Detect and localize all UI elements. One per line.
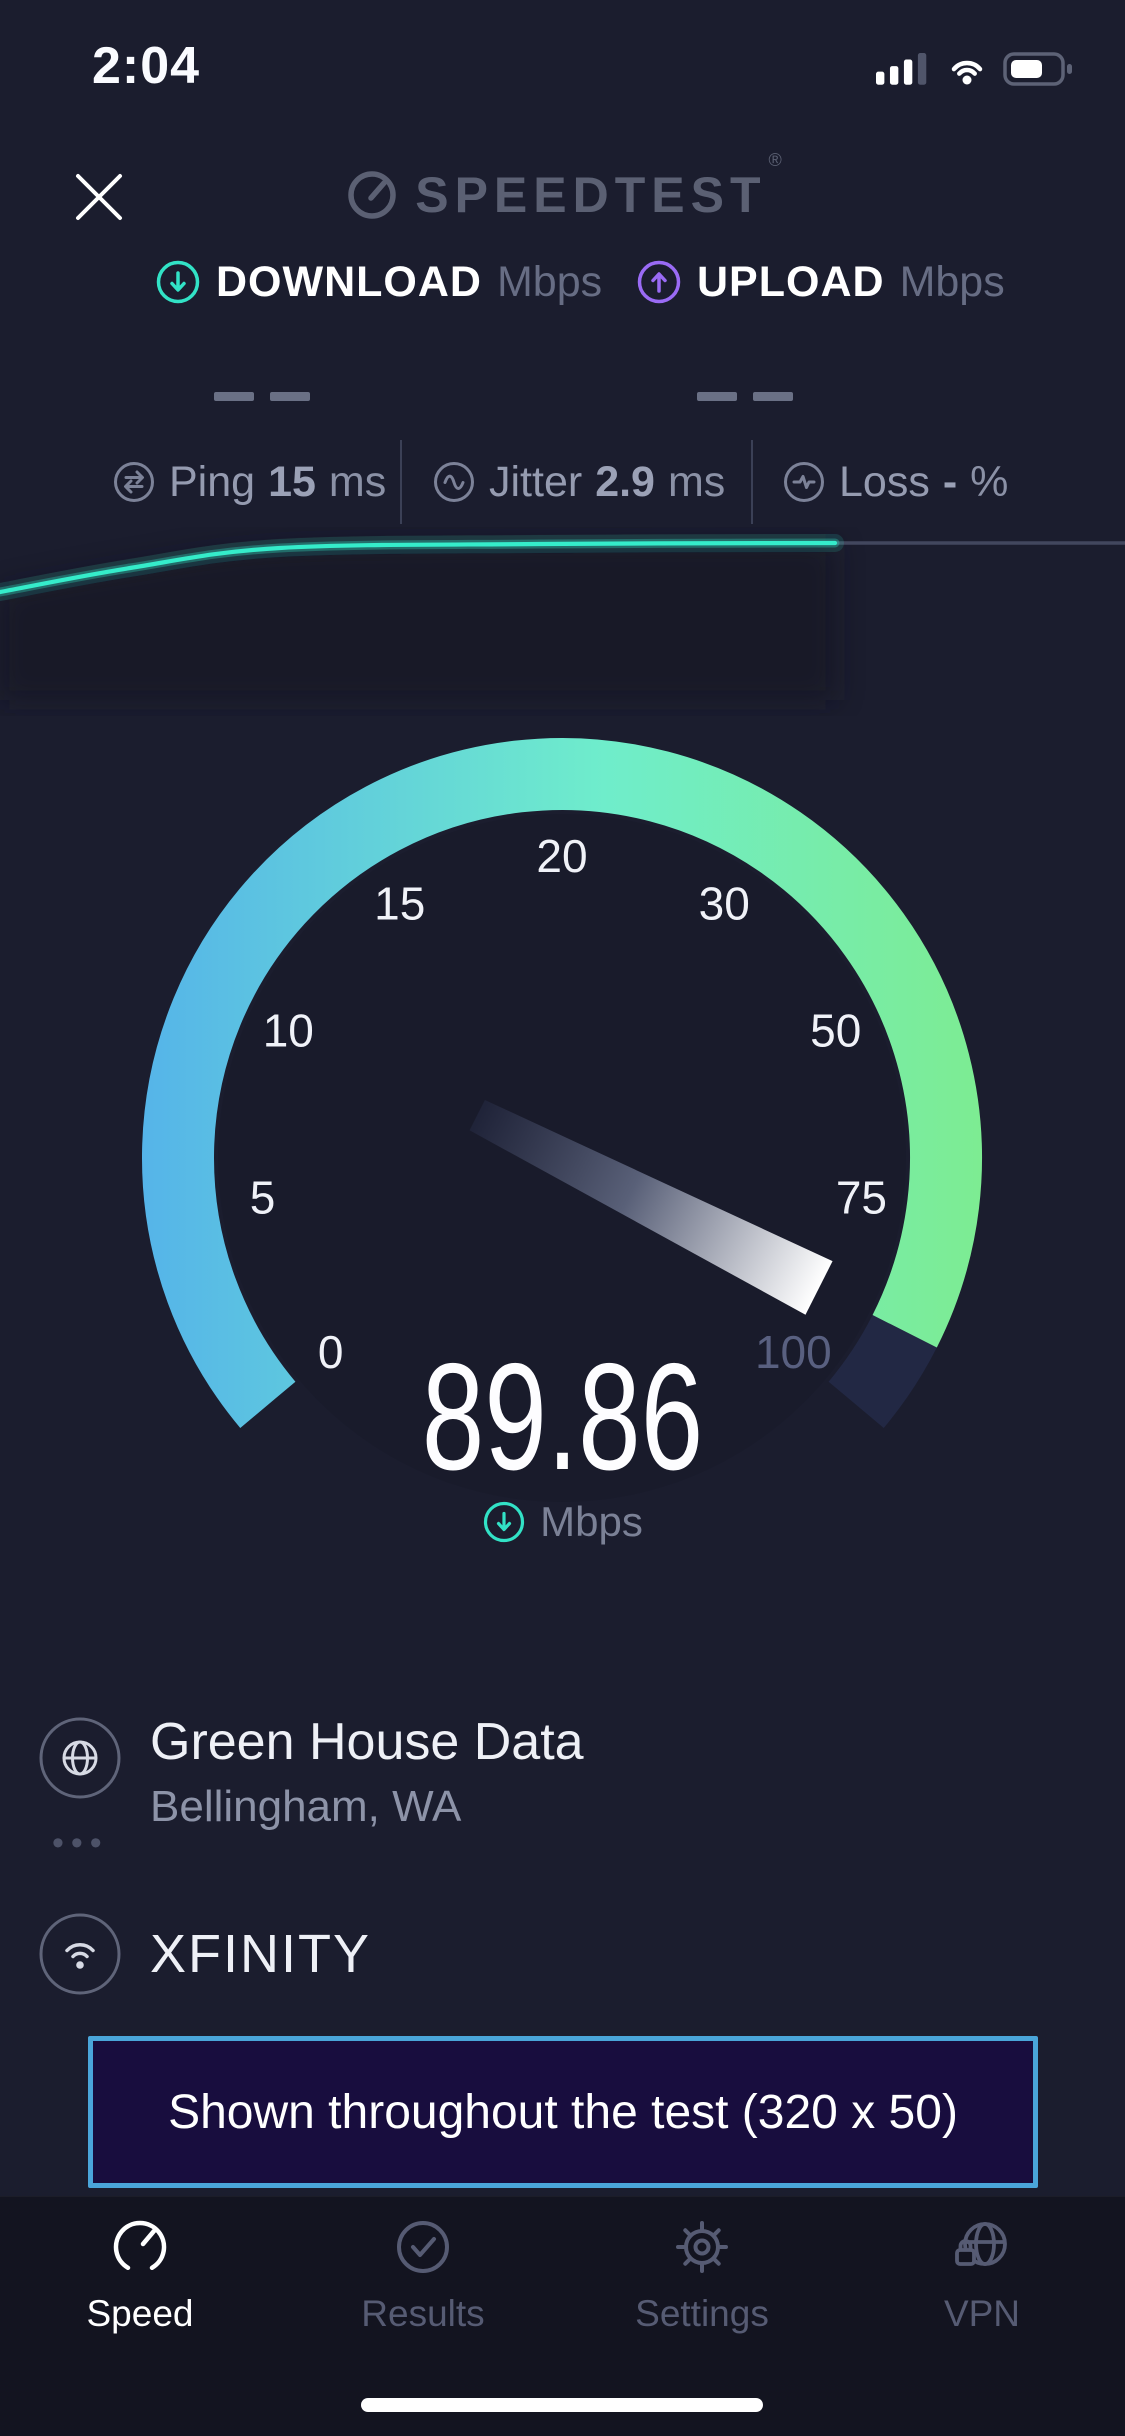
download-arrow-icon [156, 260, 200, 304]
jitter-value: 2.9 [595, 457, 655, 506]
tab-speed-label: Speed [86, 2293, 194, 2334]
dash [697, 392, 737, 401]
tab-vpn[interactable]: VPN [882, 2215, 1082, 2335]
tab-vpn-label: VPN [943, 2293, 1021, 2334]
ping-value: 15 [268, 457, 316, 506]
download-arrow-icon [484, 1501, 525, 1543]
loss-metric: Loss - % [782, 452, 1008, 512]
tab-speed[interactable]: Speed [40, 2215, 240, 2335]
ping-label: Ping [169, 457, 256, 506]
ping-icon [114, 462, 154, 502]
upload-arrow-icon [637, 260, 681, 304]
svg-text:10: 10 [263, 1004, 314, 1056]
loss-label: Loss [839, 457, 930, 506]
wifi-connection-icon [39, 1913, 121, 1995]
svg-text:20: 20 [536, 830, 587, 882]
tab-results[interactable]: Results [323, 2215, 523, 2335]
server-name: Green House Data [150, 1713, 584, 1771]
svg-text:15: 15 [374, 877, 425, 929]
logo-wordmark: SPEEDTEST [415, 167, 767, 223]
home-indicator[interactable] [361, 2398, 763, 2412]
server-info[interactable]: Green House Data Bellingham, WA [38, 1716, 584, 1832]
battery-icon [1003, 52, 1072, 86]
wifi-status-icon [951, 60, 983, 85]
speedtest-gauge-glyph [348, 171, 396, 219]
vpn-globe-lock-icon [955, 2222, 1007, 2266]
current-speed-unit-row: Mbps [0, 1498, 1125, 1546]
upload-column-header: UPLOAD Mbps [636, 256, 1005, 308]
packet-loss-icon [784, 462, 824, 502]
download-value-placeholder [214, 392, 310, 401]
current-speed-value: 89.86 [421, 1332, 704, 1502]
svg-text:50: 50 [810, 1004, 861, 1056]
svg-text:75: 75 [836, 1171, 887, 1223]
svg-text:100: 100 [755, 1326, 832, 1378]
download-label: DOWNLOAD [216, 257, 482, 306]
upload-value-placeholder [697, 392, 793, 401]
metric-separator [400, 440, 402, 524]
loss-value: - [942, 457, 958, 506]
jitter-icon [434, 462, 474, 502]
loss-unit: % [970, 457, 1009, 506]
download-unit: Mbps [496, 257, 603, 306]
speed-gauge: 0 5 10 15 20 30 50 75 100 [142, 738, 982, 1428]
server-more-dots[interactable]: ••• [52, 1824, 109, 1862]
jitter-label: Jitter [489, 457, 583, 506]
globe-icon [39, 1717, 121, 1799]
isp-info: XFINITY [38, 1912, 371, 1996]
svg-text:5: 5 [250, 1171, 276, 1223]
tab-results-label: Results [361, 2293, 485, 2334]
settings-gear-icon [676, 2221, 728, 2273]
trademark-symbol: ® [768, 150, 782, 170]
tab-bar: Speed Results Settings [0, 2196, 1125, 2436]
server-location: Bellingham, WA [150, 1782, 462, 1831]
metric-separator [751, 440, 753, 524]
speedtest-logo: SPEEDTEST® [0, 150, 1125, 224]
close-icon[interactable] [70, 168, 128, 226]
tab-settings-label: Settings [635, 2293, 769, 2334]
ping-unit: ms [328, 457, 387, 506]
dash [214, 392, 254, 401]
ad-banner[interactable]: Shown throughout the test (320 x 50) [88, 2036, 1038, 2188]
upload-unit: Mbps [899, 257, 1005, 306]
current-speed-unit: Mbps [540, 1498, 643, 1545]
upload-label: UPLOAD [697, 257, 885, 306]
dash [270, 392, 310, 401]
jitter-metric: Jitter 2.9 ms [432, 452, 725, 512]
results-check-icon [397, 2221, 449, 2273]
throughput-sparkline [0, 534, 1125, 700]
cellular-signal-icon [876, 53, 927, 85]
dash [753, 392, 793, 401]
svg-text:30: 30 [699, 877, 750, 929]
tab-settings[interactable]: Settings [602, 2215, 802, 2335]
download-column-header: DOWNLOAD Mbps [155, 256, 602, 308]
ad-banner-text: Shown throughout the test (320 x 50) [168, 2085, 958, 2139]
svg-text:0: 0 [318, 1326, 344, 1378]
speed-gauge-icon [113, 2220, 167, 2271]
ping-metric: Ping 15 ms [112, 452, 386, 512]
isp-name: XFINITY [150, 1924, 372, 1984]
jitter-unit: ms [667, 457, 726, 506]
status-time: 2:04 [92, 37, 201, 95]
